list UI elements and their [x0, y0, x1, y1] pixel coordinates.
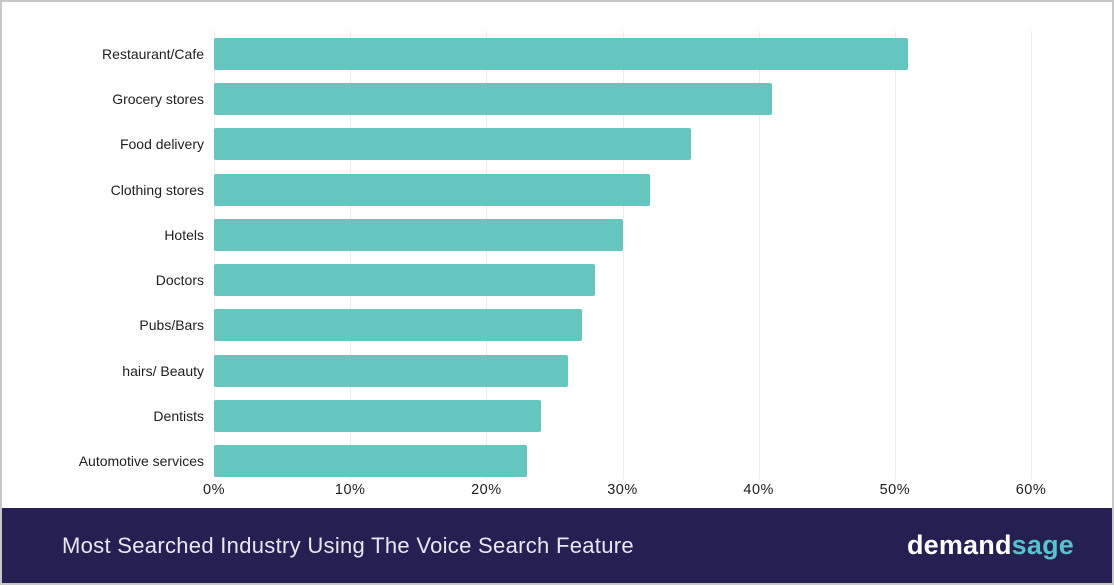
category-label: Grocery stores: [112, 90, 204, 107]
bar-food-delivery: [214, 128, 691, 161]
category-label: Automotive services: [78, 453, 204, 470]
bar-row: Restaurant/Cafe: [2, 31, 1112, 76]
bar-restaurant-cafe: [214, 37, 909, 70]
x-axis: 0% 10% 20% 30% 40% 50% 60%: [203, 482, 1046, 504]
bar-track: [214, 212, 1112, 257]
x-axis-tick-0: 0%: [203, 482, 225, 498]
x-axis-tick-60: 60%: [1015, 482, 1047, 498]
bar-clothing-stores: [214, 173, 650, 206]
demandsage-logo: demandsage: [907, 530, 1074, 561]
bar-row: Clothing stores: [2, 167, 1112, 212]
bar-hairs-beauty: [214, 354, 569, 387]
logo-text-demand: demand: [906, 530, 1012, 560]
bar-row: Grocery stores: [2, 76, 1112, 121]
gridline-0: [214, 31, 215, 479]
bar-track: [214, 76, 1112, 121]
x-axis-tick-10: 10%: [334, 482, 366, 498]
category-label: hairs/ Beauty: [122, 362, 204, 379]
gridlines: [214, 31, 1034, 479]
category-label: Clothing stores: [110, 181, 204, 198]
bar-row: Pubs/Bars: [2, 303, 1112, 348]
gridline-40: [758, 31, 760, 479]
bar-row: hairs/ Beauty: [2, 348, 1112, 393]
category-label: Doctors: [155, 272, 204, 289]
bar-track: [214, 257, 1112, 302]
bar-track: [214, 122, 1112, 167]
logo-text-sage: sage: [1011, 530, 1074, 560]
bar-track: [214, 303, 1112, 348]
category-label: Food delivery: [119, 136, 204, 153]
bar-hotels: [214, 218, 623, 251]
bar-track: [214, 393, 1112, 438]
category-label: Restaurant/Cafe: [102, 45, 204, 62]
bar-dentists: [214, 400, 541, 433]
bar-row: Doctors: [2, 257, 1112, 302]
bar-automotive-services: [214, 445, 528, 478]
bar-rows: Restaurant/Cafe Grocery stores Food delive…: [2, 31, 1112, 484]
bar-row: Dentists: [2, 393, 1112, 438]
chart-title: Most Searched Industry Using The Voice S…: [62, 532, 634, 558]
category-label: Pubs/Bars: [139, 317, 204, 334]
gridline-30: [622, 31, 624, 479]
x-axis-tick-50: 50%: [879, 482, 911, 498]
bar-pubs-bars: [214, 309, 582, 342]
bar-track: [214, 31, 1112, 76]
bar-track: [214, 439, 1112, 484]
plot-area: Restaurant/Cafe Grocery stores Food delive…: [2, 2, 1112, 508]
bar-row: Food delivery: [2, 122, 1112, 167]
x-axis-tick-20: 20%: [471, 482, 502, 498]
x-axis-tick-40: 40%: [743, 482, 774, 498]
x-axis-tick-30: 30%: [607, 482, 638, 498]
gridline-10: [350, 31, 352, 479]
bar-track: [214, 348, 1112, 393]
gridline-20: [486, 31, 488, 479]
category-label: Dentists: [153, 408, 204, 425]
gridline-50: [894, 31, 896, 479]
bar-track: [214, 167, 1112, 212]
bar-row: Hotels: [2, 212, 1112, 257]
footer-bar: Most Searched Industry Using The Voice S…: [2, 508, 1112, 583]
category-label: Hotels: [164, 226, 204, 243]
bar-grocery-stores: [214, 82, 773, 115]
bar-doctors: [214, 264, 596, 297]
bar-row: Automotive services: [2, 439, 1112, 484]
gridline-60: [1031, 31, 1032, 479]
